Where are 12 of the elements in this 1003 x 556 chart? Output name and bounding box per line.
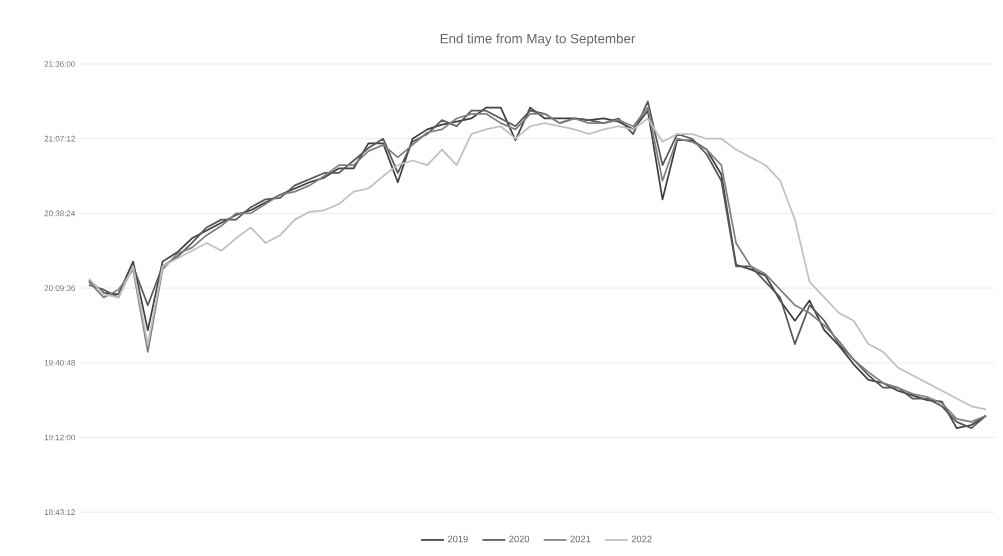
y-tick-label: 21:07:12 [44, 135, 75, 142]
y-tick-label: 20:38:24 [44, 210, 76, 217]
y-tick-label: 21:36:00 [44, 61, 76, 67]
legend-label: 2021 [570, 535, 591, 543]
y-tick-label: 19:40:48 [44, 359, 75, 366]
legend-label: 2020 [509, 535, 530, 543]
y-tick-label: 20:09:36 [44, 285, 75, 291]
y-tick-label: 18:43:12 [44, 509, 75, 515]
legend-label: 2019 [447, 535, 468, 543]
y-tick-label: 19:12:00 [44, 434, 76, 441]
legend-label: 2022 [631, 535, 652, 543]
chart-title: End time from May to September [440, 33, 636, 46]
